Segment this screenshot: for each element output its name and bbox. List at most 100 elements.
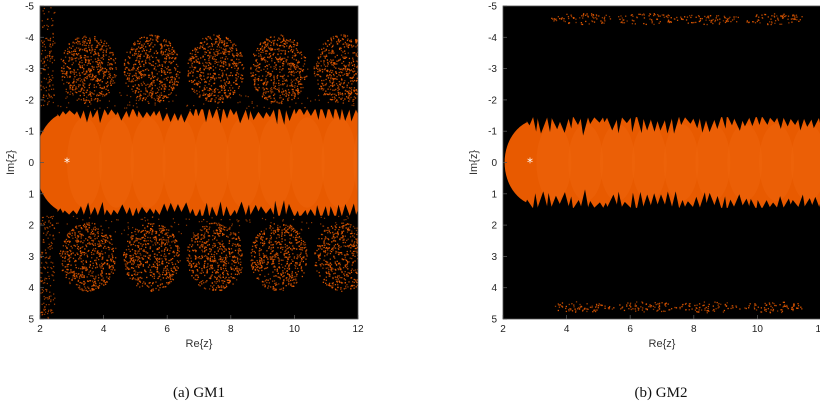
lobe-speckle — [298, 248, 301, 250]
lobe-speckle — [223, 226, 225, 228]
lobe-speckle — [62, 72, 65, 74]
lobe-speckle — [194, 265, 197, 267]
lobe-speckle — [102, 279, 104, 281]
lobe-speckle — [303, 247, 305, 249]
lobe-speckle — [131, 278, 134, 280]
lobe-speckle — [169, 277, 171, 279]
lobe-speckle — [101, 93, 103, 95]
lobe-speckle — [129, 57, 131, 59]
lobe-speckle — [107, 240, 109, 242]
lobe-speckle — [101, 87, 103, 89]
lobe-speckle — [96, 61, 99, 63]
boundary-spike — [202, 107, 210, 123]
lobe-speckle — [82, 49, 84, 51]
lobe-speckle — [83, 254, 86, 256]
lobe-speckle — [101, 265, 103, 268]
lobe-speckle — [94, 223, 96, 225]
lobe-speckle — [254, 268, 257, 271]
lobe-speckle — [356, 93, 358, 95]
lobe-speckle — [168, 253, 170, 255]
lobe-speckle — [82, 274, 84, 276]
lobe-speckle — [144, 238, 146, 240]
lobe-speckle — [221, 86, 223, 88]
lobe-speckle — [89, 280, 91, 282]
lobe-speckle — [235, 77, 237, 79]
lobe-speckle — [253, 261, 255, 264]
lobe-speckle — [203, 282, 205, 284]
lobe-speckle — [214, 222, 216, 224]
lobe-speckle — [288, 274, 291, 276]
lobe-speckle — [230, 266, 232, 268]
lobe-speckle — [157, 248, 159, 250]
lobe-speckle — [218, 275, 220, 277]
boundary-spike — [335, 107, 343, 121]
lobe-speckle — [256, 47, 259, 50]
lobe-speckle — [64, 253, 66, 255]
lobe-speckle — [329, 258, 331, 260]
lobe-speckle — [213, 242, 215, 245]
lobe-speckle — [236, 55, 239, 57]
lobe-speckle — [236, 52, 238, 54]
lobe-speckle — [171, 53, 174, 56]
lobe-speckle — [73, 80, 75, 82]
lobe-speckle — [81, 268, 84, 270]
lobe-speckle — [278, 258, 280, 260]
lobe-speckle — [137, 46, 140, 48]
lobe-speckle — [345, 89, 347, 92]
lobe-speckle — [257, 237, 259, 239]
lobe-speckle — [352, 225, 355, 228]
lobe-speckle — [230, 89, 232, 91]
lobe-speckle — [80, 275, 83, 277]
lobe-speckle — [349, 70, 351, 72]
lobe-speckle — [295, 78, 297, 81]
lobe-speckle — [164, 85, 166, 87]
lobe-speckle — [220, 40, 222, 42]
lobe-speckle — [75, 60, 77, 62]
lobe-speckle — [159, 100, 161, 102]
lobe-speckle — [83, 68, 85, 70]
lobe-speckle — [112, 267, 114, 269]
lobe-speckle — [323, 62, 325, 64]
lobe-speckle — [291, 276, 293, 279]
lobe-speckle — [276, 58, 278, 61]
lobe-speckle — [163, 250, 166, 252]
lobe-speckle — [101, 81, 103, 83]
lobe-speckle — [79, 55, 81, 57]
lobe-speckle — [87, 94, 90, 96]
boundary-spike — [321, 107, 329, 119]
lobe-speckle — [100, 267, 102, 269]
lobe-speckle — [353, 236, 356, 238]
lobe-speckle — [101, 275, 103, 277]
lobe-speckle — [224, 277, 226, 280]
boundary-spike — [321, 206, 329, 218]
lobe-speckle — [130, 48, 133, 51]
lobe-speckle — [223, 287, 225, 289]
lobe-speckle — [334, 89, 336, 91]
lobe-speckle — [203, 264, 205, 266]
lobe-speckle — [319, 252, 322, 255]
lobe-speckle — [110, 271, 113, 273]
lobe-speckle — [203, 68, 205, 70]
lobe-speckle — [174, 268, 177, 270]
lobe-speckle — [201, 71, 203, 74]
lobe-speckle — [144, 227, 146, 229]
lobe-speckle — [286, 267, 289, 270]
lobe-speckle — [258, 52, 260, 55]
lobe-speckle — [344, 67, 346, 70]
lobe-speckle — [217, 249, 219, 251]
lobe-speckle — [269, 90, 272, 92]
lobe-speckle — [106, 70, 108, 73]
lobe-speckle — [201, 234, 203, 236]
lobe-speckle — [234, 267, 237, 270]
lobe-speckle — [189, 255, 191, 257]
lobe-speckle — [86, 228, 89, 231]
lobe-speckle — [100, 41, 103, 43]
lobe-speckle — [75, 42, 78, 44]
lobe-speckle — [202, 62, 204, 64]
lobe-speckle — [69, 86, 71, 89]
lobe-speckle — [250, 264, 253, 266]
lobe-speckle — [190, 79, 193, 82]
lobe-speckle — [126, 272, 129, 274]
lobe-speckle — [79, 275, 81, 277]
lobe-speckle — [92, 241, 94, 243]
